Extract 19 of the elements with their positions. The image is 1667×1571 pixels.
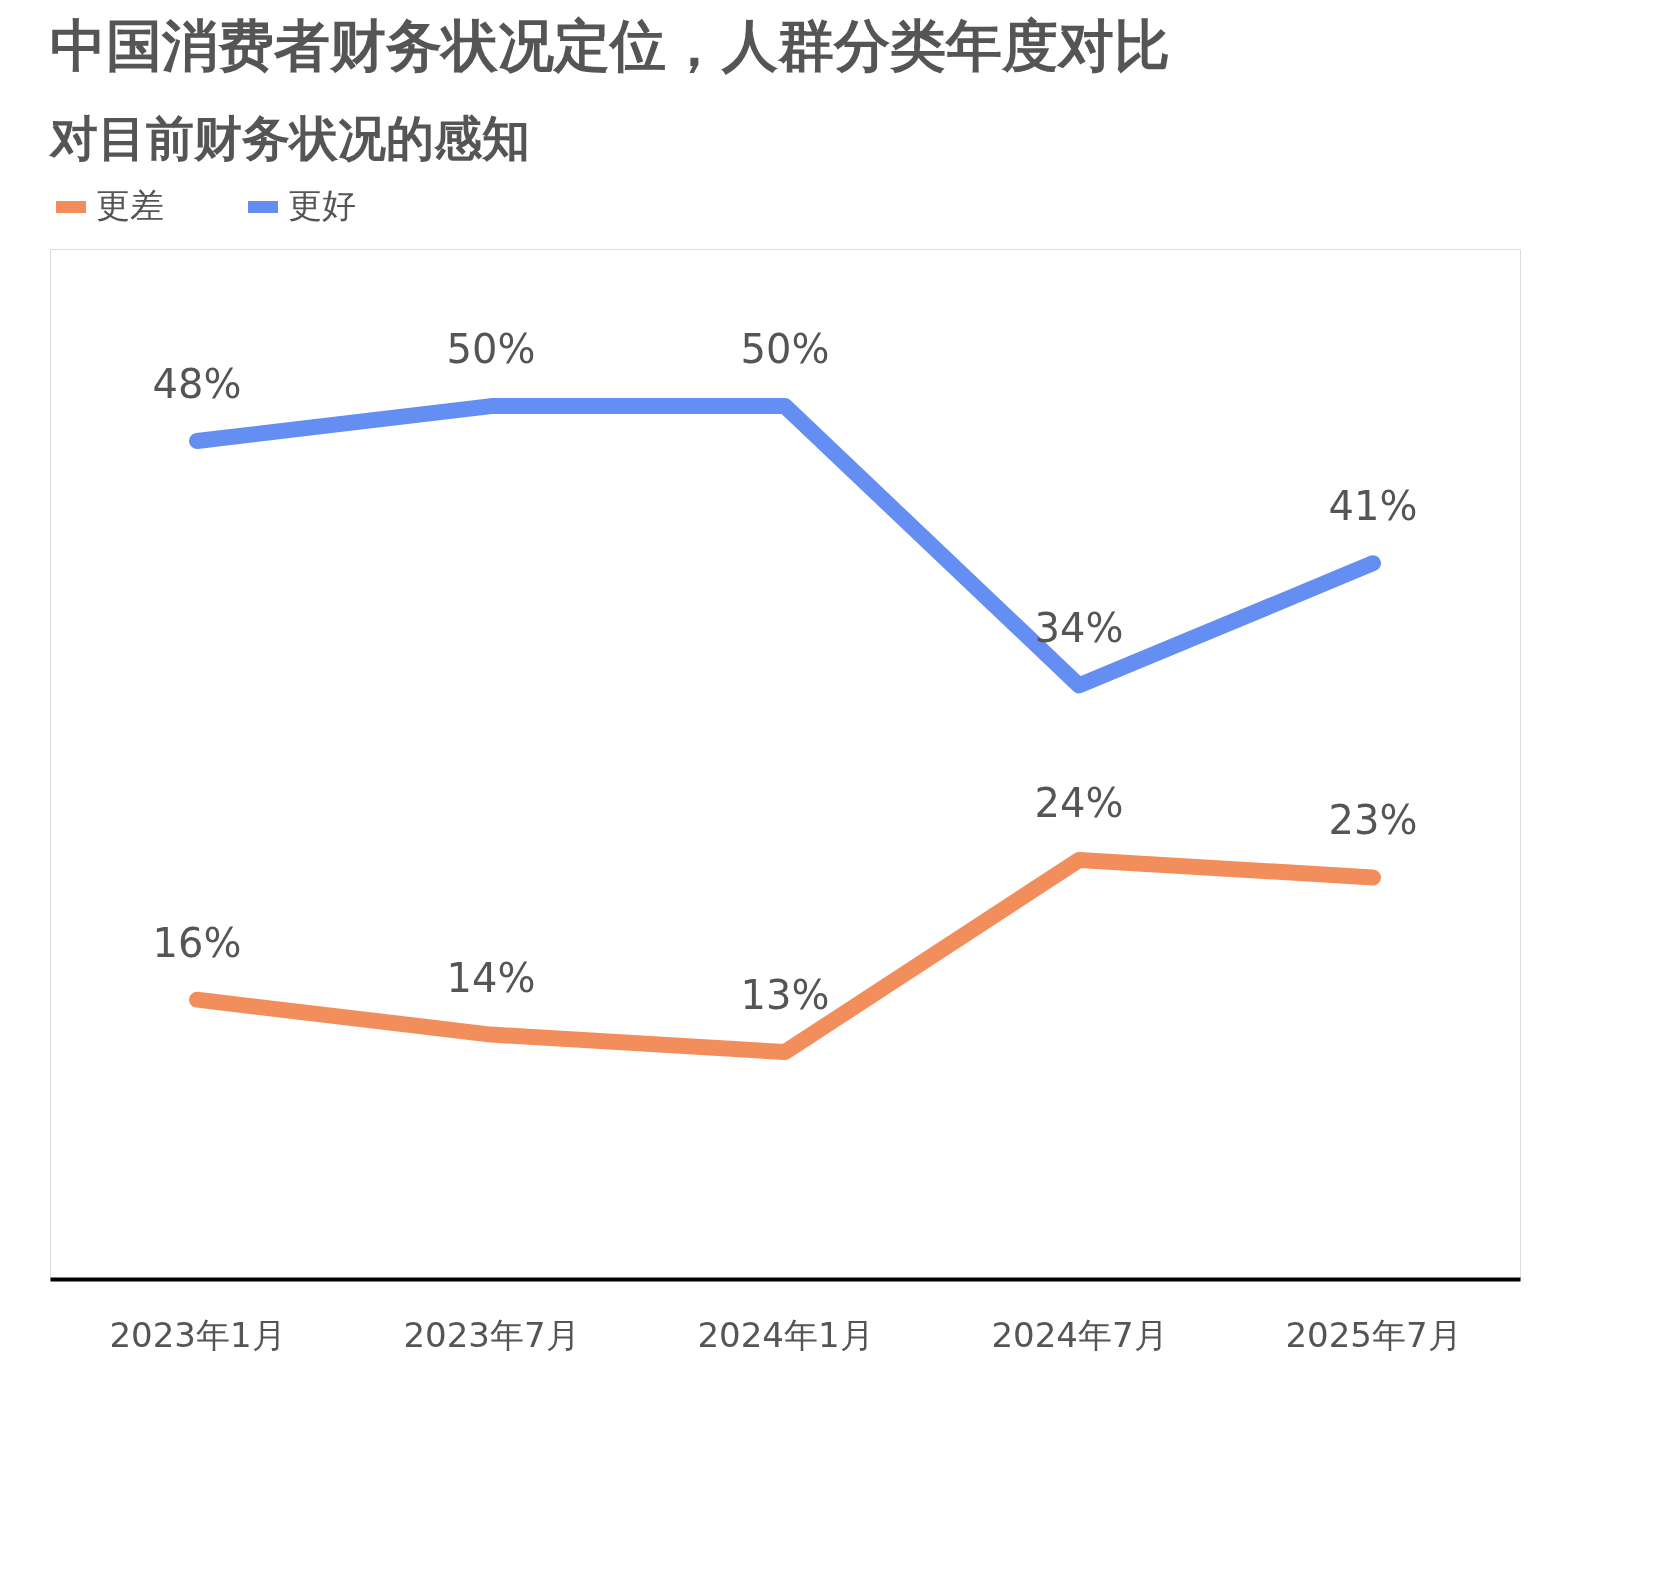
data-label: 34%	[1034, 605, 1124, 652]
data-label: 23%	[1328, 797, 1418, 844]
data-label: 14%	[446, 954, 536, 1001]
chart-title: 中国消费者财务状况定位，人群分类年度对比	[50, 13, 1170, 78]
data-label: 41%	[1328, 483, 1418, 530]
data-label: 16%	[152, 919, 242, 966]
chart-subtitle: 对目前财务状况的感知	[48, 110, 530, 166]
x-tick-label: 2023年1月	[109, 1314, 286, 1355]
data-label: 13%	[740, 972, 830, 1019]
x-tick-label: 2023年7月	[403, 1314, 580, 1355]
data-label: 24%	[1034, 780, 1124, 827]
x-tick-label: 2024年1月	[697, 1314, 874, 1355]
data-label: 48%	[152, 361, 242, 408]
data-label: 50%	[446, 326, 536, 373]
x-tick-label: 2025年7月	[1285, 1314, 1462, 1355]
data-label: 50%	[740, 326, 830, 373]
x-tick-label: 2024年7月	[991, 1314, 1168, 1355]
legend-label: 更差	[96, 185, 164, 225]
legend-label: 更好	[288, 185, 356, 225]
